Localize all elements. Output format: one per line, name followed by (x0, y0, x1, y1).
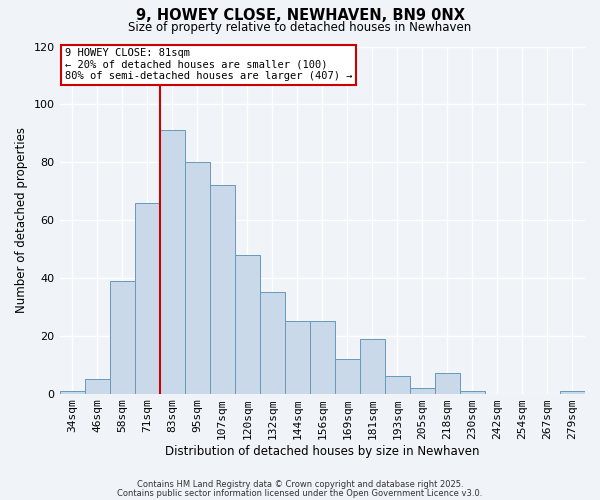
Bar (110, 281, 134, 394)
Text: 9 HOWEY CLOSE: 81sqm
← 20% of detached houses are smaller (100)
80% of semi-deta: 9 HOWEY CLOSE: 81sqm ← 20% of detached h… (65, 48, 352, 82)
Bar (285, 322, 310, 394)
Bar (59, 390, 85, 394)
Bar (385, 376, 410, 394)
Bar (335, 359, 360, 394)
Bar (85, 379, 110, 394)
Text: 9, HOWEY CLOSE, NEWHAVEN, BN9 0NX: 9, HOWEY CLOSE, NEWHAVEN, BN9 0NX (136, 8, 464, 22)
Bar (185, 162, 209, 394)
Bar (410, 388, 435, 394)
Bar (134, 202, 160, 394)
Bar (435, 374, 460, 394)
Text: Size of property relative to detached houses in Newhaven: Size of property relative to detached ho… (128, 21, 472, 34)
Bar (260, 292, 285, 394)
Text: Contains public sector information licensed under the Open Government Licence v3: Contains public sector information licen… (118, 488, 482, 498)
Bar (360, 338, 385, 394)
Bar (160, 130, 185, 394)
X-axis label: Distribution of detached houses by size in Newhaven: Distribution of detached houses by size … (165, 444, 479, 458)
Bar (235, 255, 260, 394)
Bar (560, 390, 585, 394)
Bar (460, 390, 485, 394)
Bar (209, 186, 235, 394)
Y-axis label: Number of detached properties: Number of detached properties (15, 127, 28, 313)
Text: Contains HM Land Registry data © Crown copyright and database right 2025.: Contains HM Land Registry data © Crown c… (137, 480, 463, 489)
Bar (310, 322, 335, 394)
